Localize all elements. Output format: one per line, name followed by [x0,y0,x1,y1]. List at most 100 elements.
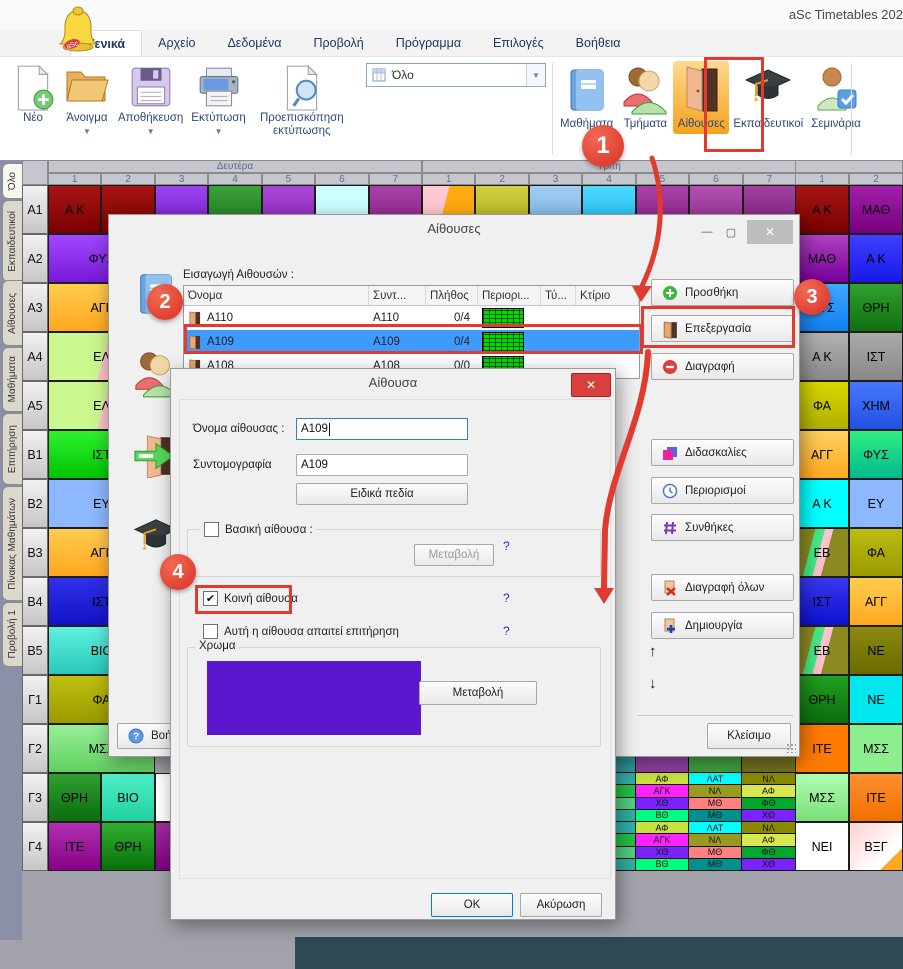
maximize-icon[interactable]: ▢ [725,226,737,239]
view-dropdown[interactable]: Όλο ▼ [366,63,546,87]
timetable-cell[interactable]: ΘΡΗ [795,675,849,724]
chevron-down-icon[interactable]: ▼ [83,127,91,137]
timetable-cell[interactable]: Α Κ [795,479,849,528]
entity-button-Μαθήματα[interactable]: Μαθήματα [556,61,617,134]
timetable-cell[interactable]: ΦΑ [849,528,903,577]
timetable-cell[interactable]: ΙΣΤ [849,332,903,381]
entity-button-Τμήματα[interactable]: Τμήματα [617,61,673,134]
timetable-cell[interactable]: ΜΣΣ [795,773,849,822]
action-button-Επεξεργασία[interactable]: Επεξεργασία [651,315,794,342]
room-abbr-input[interactable]: A109 [296,454,468,476]
room-row-A109[interactable]: A109 A109 0/4 [184,330,639,354]
close-icon[interactable]: ✕ [571,373,611,397]
timetable-subcell[interactable]: ΦΘ [741,846,795,859]
timetable-cell[interactable]: ΒΞΓ [849,822,903,871]
timetable-subcell[interactable] [741,757,795,773]
column-header[interactable]: Τύ... [541,286,576,305]
close-icon[interactable]: ✕ [747,220,793,244]
file-button-4[interactable]: Εκτύπωση ▼ [187,62,250,138]
timetable-subcell[interactable]: ΛΑΤ [688,822,741,835]
action-button-Διαγραφή[interactable]: Διαγραφή [651,353,794,380]
timetable-cell[interactable]: ΦΥΣ [849,430,903,479]
sidebar-tab-Προβολή 1[interactable]: Προβολή 1 [2,602,22,667]
chevron-down-icon[interactable]: ▼ [214,127,223,137]
timetable-cell[interactable]: ΘΡΗ [101,822,155,871]
sidebar-tab-Αίθουσες[interactable]: Αίθουσες [2,280,22,346]
timetable-subcell[interactable]: ΝΛ [741,773,795,786]
move-up-arrow[interactable]: ↑ [649,643,657,660]
supervision-help-link[interactable]: ? [503,624,510,638]
room-row-A110[interactable]: A110 A110 0/4 [184,306,639,330]
timetable-cell[interactable]: ΒΙΟ [101,773,155,822]
column-header[interactable]: Πλήθος [426,286,478,305]
column-header[interactable]: Όνομα [184,286,369,305]
timetable-subcell[interactable] [688,757,741,773]
timetable-subcell[interactable]: ΦΘ [741,797,795,810]
timetable-cell[interactable]: ΕΥ [849,479,903,528]
timetable-subcell[interactable]: ΛΑΤ [688,773,741,786]
classes-icon[interactable] [133,349,179,398]
supervision-checkbox[interactable]: Αυτή η αίθουσα απαιτεί επιτήρηση [203,624,399,639]
timetable-subcell[interactable]: ΜΘ [688,846,741,859]
chevron-down-icon[interactable]: ▼ [146,127,155,137]
color-swatch[interactable] [207,661,421,735]
timetable-cell[interactable]: ΜΑΘ [795,234,849,283]
timetable-subcell[interactable]: ΧΘ [741,809,795,822]
sidebar-tab-Μαθήματα[interactable]: Μαθήματα [2,347,22,412]
file-button-1[interactable]: Νέο [6,62,60,127]
chevron-down-icon[interactable]: ▼ [526,64,545,86]
timetable-cell[interactable]: ΑΓΓ [795,430,849,479]
timetable-subcell[interactable]: ΧΘ [635,797,688,810]
column-header[interactable]: Κτίριο [576,286,639,305]
timetable-subcell[interactable]: ΒΘ [635,809,688,822]
timetable-cell[interactable]: ΙΤΕ [795,724,849,773]
timetable-cell[interactable]: ΕΒ [795,626,849,675]
timetable-subcell[interactable] [635,757,688,773]
color-change-button[interactable]: Μεταβολή [419,681,537,705]
file-button-5[interactable]: Προεπισκόπηση εκτύπωσης [250,62,354,140]
timetable-subcell[interactable]: ΝΛ [688,834,741,847]
timetable-subcell[interactable]: ΜΘ [688,858,741,871]
timetable-subcell[interactable]: ΑΦ [741,834,795,847]
special-fields-button[interactable]: Ειδικά πεδία [296,483,468,505]
menu-tab-7[interactable]: Βοήθεια [575,36,621,50]
timetable-subcell[interactable]: ΑΓΚ [635,834,688,847]
sidebar-tab-Επιτήρηση[interactable]: Επιτήρηση [2,413,22,485]
timetable-cell[interactable]: ΘΡΗ [48,773,101,822]
menu-tab-4[interactable]: Προβολή [313,36,364,50]
timetable-cell[interactable]: ΝΕ [849,626,903,675]
timetable-cell[interactable]: ΜΣΣ [849,724,903,773]
base-room-checkbox[interactable]: Βασική αίθουσα : [201,522,316,537]
action-button-Συνθήκες[interactable]: Συνθήκες [651,514,794,541]
menu-tab-6[interactable]: Επιλογές [493,36,544,50]
file-button-3[interactable]: Αποθήκευση ▼ [114,62,187,138]
base-help-link[interactable]: ? [503,539,510,553]
ok-button[interactable]: OK [431,893,513,917]
timetable-cell[interactable]: ΜΑΘ [849,185,903,234]
room-name-input[interactable]: A109 [296,418,468,440]
timetable-subcell[interactable]: ΧΘ [741,858,795,871]
timetable-cell[interactable]: Α Κ [48,185,102,234]
timetable-cell[interactable]: ΑΓΓ [849,577,903,626]
menu-tab-3[interactable]: Δεδομένα [227,36,282,50]
close-button[interactable]: Κλείσιμο [707,723,791,749]
timetable-cell[interactable]: ΙΣΤ [795,577,849,626]
resize-grip[interactable] [786,743,796,753]
file-button-2[interactable]: Άνοιγμα ▼ [60,62,114,138]
action-button-Διδασκαλίες[interactable]: Διδασκαλίες [651,439,794,466]
timetable-subcell[interactable]: ΑΦ [741,785,795,798]
timetable-cell[interactable]: ΙΤΕ [48,822,101,871]
move-down-arrow[interactable]: ↓ [649,675,657,692]
cancel-button[interactable]: Ακύρωση [520,893,602,917]
shared-help-link[interactable]: ? [503,591,510,605]
menu-tab-2[interactable]: Αρχείο [158,36,196,50]
sidebar-tab-Πίνακας Μαθημάτων[interactable]: Πίνακας Μαθημάτων [2,486,22,601]
timetable-subcell[interactable]: ΒΘ [635,858,688,871]
timetable-subcell[interactable]: ΝΛ [741,822,795,835]
timetable-subcell[interactable]: ΝΛ [688,785,741,798]
timetable-cell[interactable]: ΕΒ [795,528,849,577]
timetable-cell[interactable]: ΧΗΜ [849,381,903,430]
entity-button-Σεμινάρια[interactable]: Σεμινάρια [807,61,865,134]
timetable-cell[interactable]: ΘΡΗ [849,283,903,332]
timetable-cell[interactable]: Α Κ [795,185,849,234]
